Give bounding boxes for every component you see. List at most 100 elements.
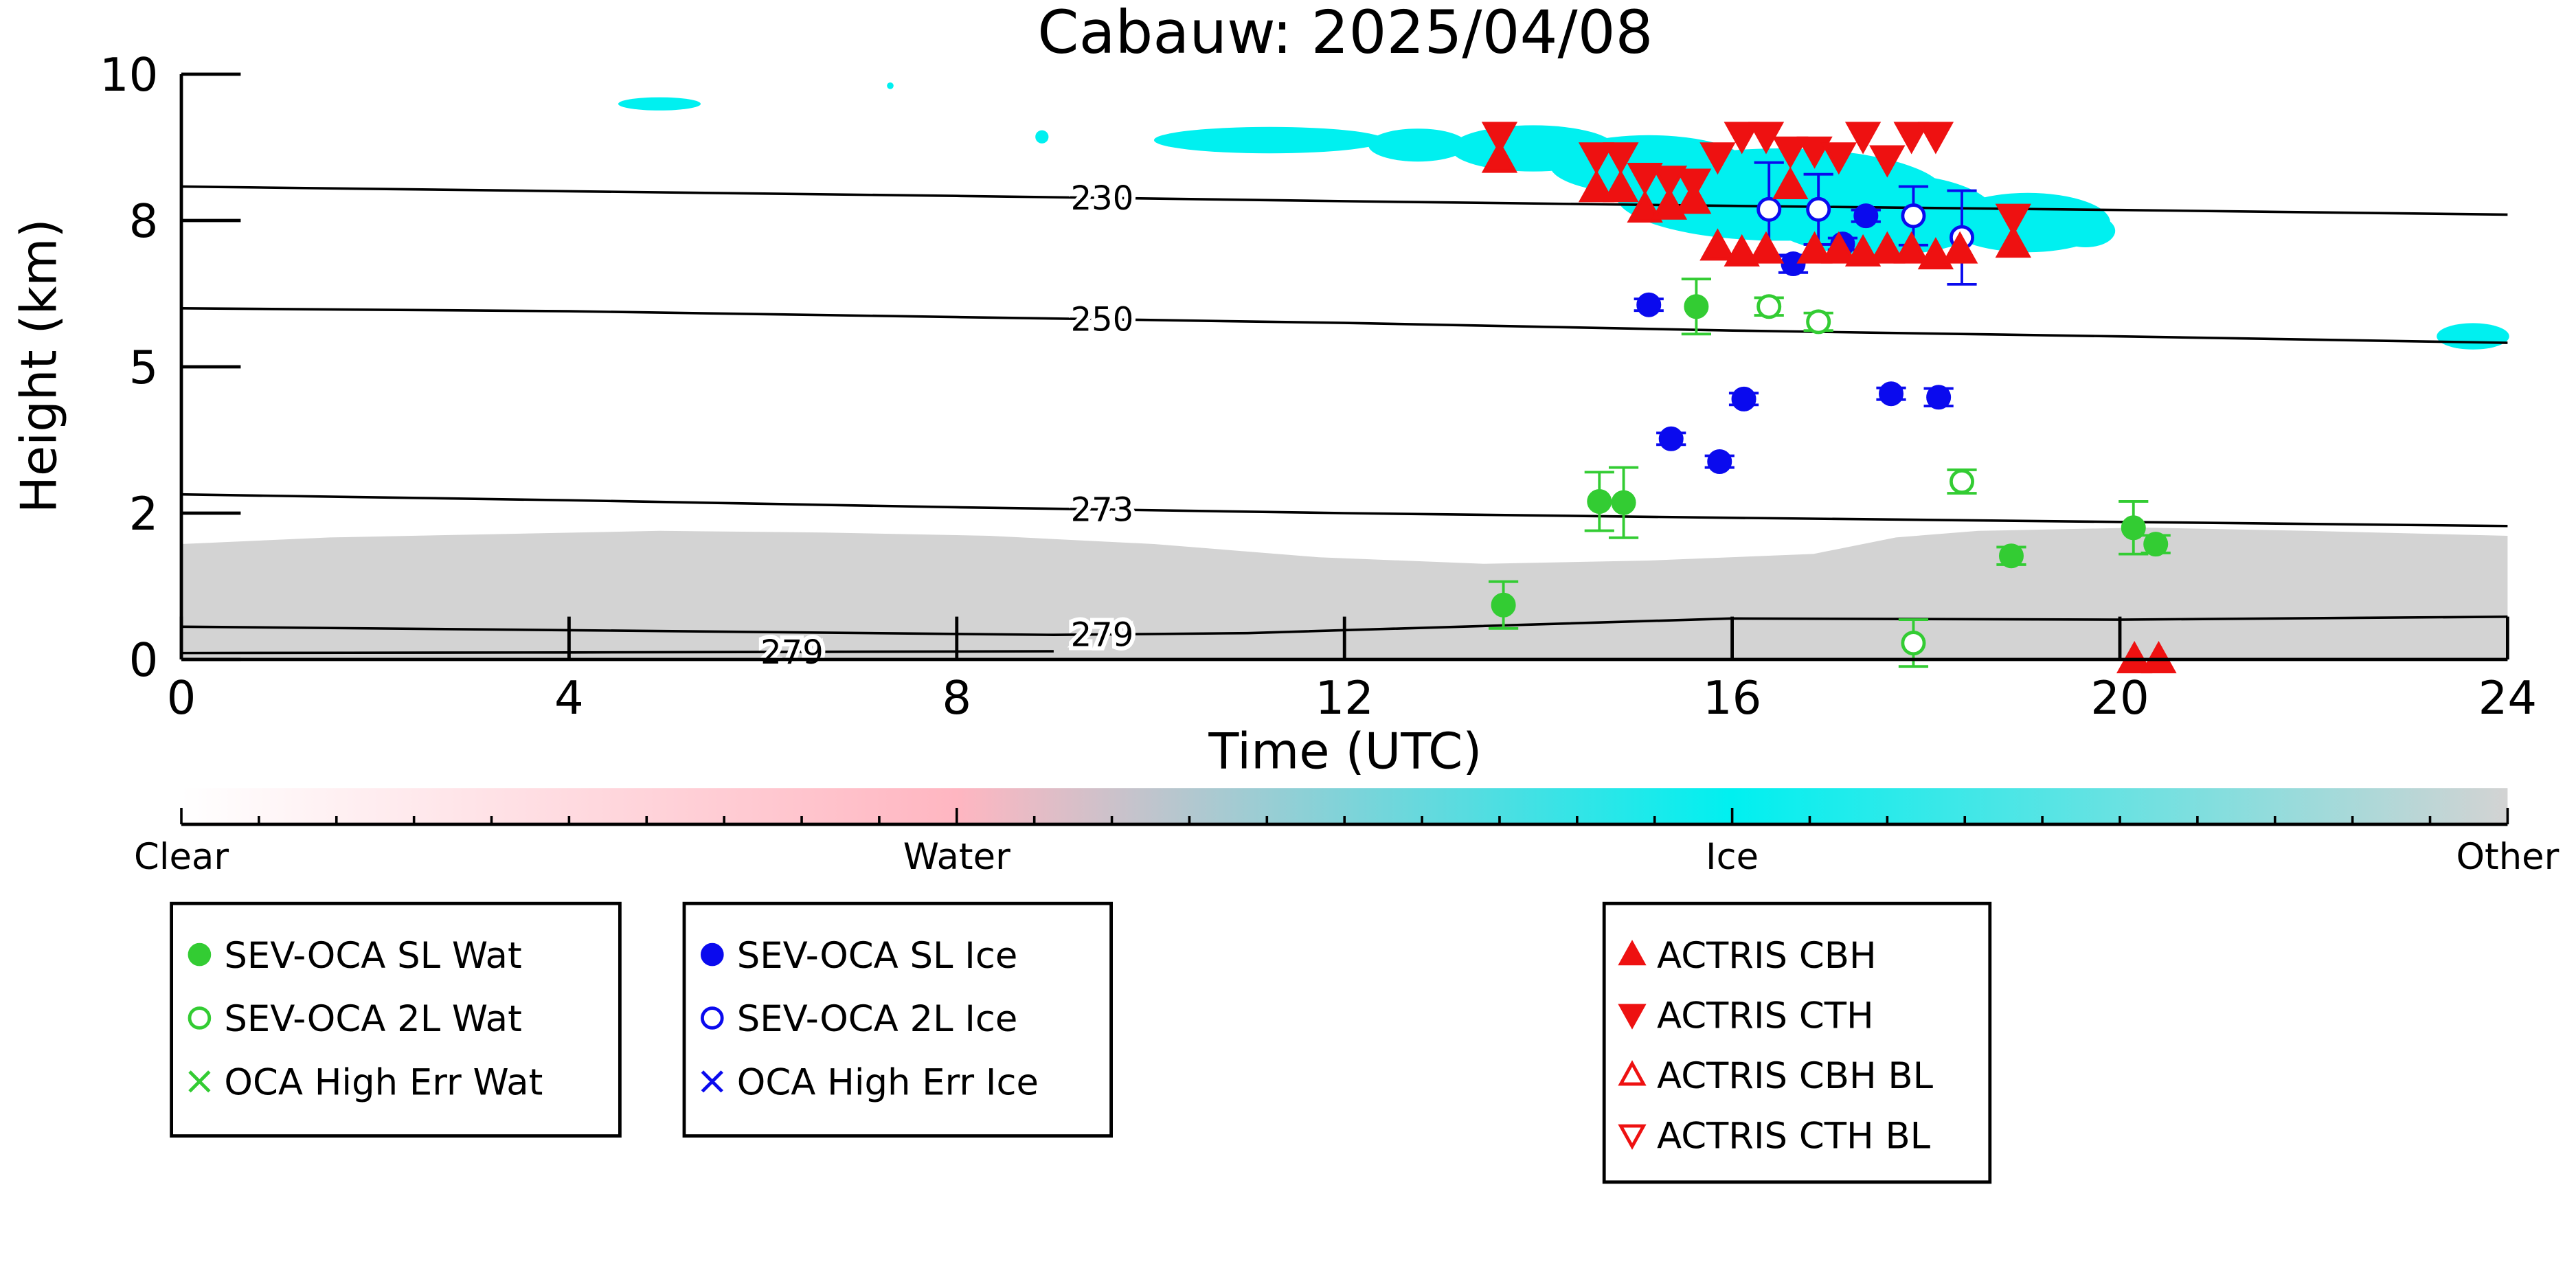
marker [1587, 488, 1612, 514]
legend-label: OCA High Err Wat [224, 1062, 543, 1104]
chart-title: Cabauw: 2025/04/08 [1037, 0, 1653, 67]
marker [1651, 187, 1688, 220]
x-tick-label: 16 [1703, 671, 1762, 725]
marker [1995, 203, 2031, 236]
contour-label: 250 [1071, 301, 1134, 339]
marker [1675, 168, 1712, 201]
marker [701, 1006, 724, 1030]
marker [1724, 234, 1760, 267]
marker [1699, 228, 1736, 261]
marker [1618, 1124, 1647, 1150]
marker [2121, 515, 2146, 541]
marker [1707, 449, 1732, 475]
marker [1481, 140, 1518, 173]
marker [1796, 231, 1833, 264]
x-tick-label: 0 [167, 671, 196, 725]
marker [1578, 142, 1615, 175]
marker [1879, 381, 1904, 407]
marker [1627, 190, 1663, 223]
colorbar-label: Other [2456, 836, 2559, 878]
marker [1684, 294, 1709, 319]
marker [1781, 251, 1806, 277]
marker [1618, 1004, 1647, 1030]
marker [1618, 940, 1647, 966]
marker [1724, 122, 1760, 155]
marker [188, 942, 212, 967]
marker [1731, 386, 1756, 411]
marker [1618, 1060, 1647, 1086]
contour-label: 279 [760, 633, 824, 672]
marker [1748, 231, 1785, 264]
y-tick-label: 8 [129, 194, 159, 248]
colorbar-label: Clear [134, 836, 229, 878]
marker [1820, 231, 1857, 264]
marker [1998, 543, 2024, 569]
y-tick-label: 0 [129, 633, 159, 687]
marker [1901, 203, 1926, 229]
marker [1950, 468, 1975, 494]
x-tick-label: 20 [2090, 671, 2149, 725]
marker [1481, 122, 1518, 155]
y-axis-label: Height (km) [10, 218, 68, 513]
marker [1611, 490, 1636, 515]
marker [1844, 234, 1882, 267]
marker [1491, 592, 1516, 618]
marker [188, 1070, 211, 1093]
x-tick-label: 12 [1315, 671, 1374, 725]
marker [1853, 203, 1879, 229]
legend-box [1602, 901, 1992, 1184]
marker [1772, 166, 1809, 199]
marker [1603, 142, 1639, 175]
marker [1658, 426, 1684, 451]
colorbar-label: Water [903, 836, 1010, 878]
marker [1578, 170, 1615, 203]
marker [1699, 142, 1736, 175]
temperature-contour [181, 493, 2508, 528]
legend-label: SEV-OCA 2L Wat [224, 998, 521, 1040]
y-tick-label: 2 [129, 487, 159, 541]
marker [1995, 225, 2031, 258]
colorbar-label: Ice [1706, 836, 1759, 878]
legend-label: SEV-OCA SL Wat [224, 935, 521, 977]
marker [1627, 163, 1663, 196]
y-tick-label: 5 [129, 341, 159, 394]
marker [1869, 231, 1906, 264]
other-echo [181, 528, 2508, 659]
x-axis-label: Time (UTC) [1208, 722, 1482, 780]
marker [1893, 231, 1930, 264]
marker [1806, 196, 1831, 222]
marker [1820, 142, 1857, 175]
marker [1756, 294, 1782, 319]
marker [1651, 166, 1688, 199]
legend-label: OCA High Err Ice [737, 1062, 1039, 1104]
marker [1917, 122, 1954, 155]
marker [1806, 309, 1831, 335]
marker [1756, 196, 1782, 222]
x-tick-label: 24 [2478, 671, 2538, 725]
contour-label: 279 [1071, 615, 1134, 654]
marker [1772, 136, 1809, 169]
x-tick-label: 8 [942, 671, 971, 725]
contour-label: 230 [1071, 179, 1134, 218]
ice-echo [618, 82, 2509, 350]
y-tick-label: 10 [100, 48, 159, 102]
x-tick-label: 4 [554, 671, 584, 725]
marker [701, 1070, 723, 1093]
legend-label: ACTRIS CTH [1657, 995, 1874, 1037]
plot-area: 230 250 273 279 279 [181, 122, 2508, 676]
marker [1917, 237, 1954, 270]
marker [1901, 631, 1926, 656]
marker [1869, 145, 1906, 178]
marker [701, 942, 724, 967]
legend-box [682, 901, 1113, 1138]
legend-label: SEV-OCA 2L Ice [737, 998, 1018, 1040]
contour-label: 273 [1071, 490, 1134, 529]
legend-label: ACTRIS CBH BL [1657, 1055, 1934, 1097]
marker [1926, 385, 1952, 410]
legend-label: ACTRIS CTH BL [1657, 1116, 1931, 1157]
marker [1636, 292, 1662, 317]
marker [1796, 136, 1833, 169]
marker [188, 1006, 212, 1030]
marker [1942, 231, 1978, 264]
